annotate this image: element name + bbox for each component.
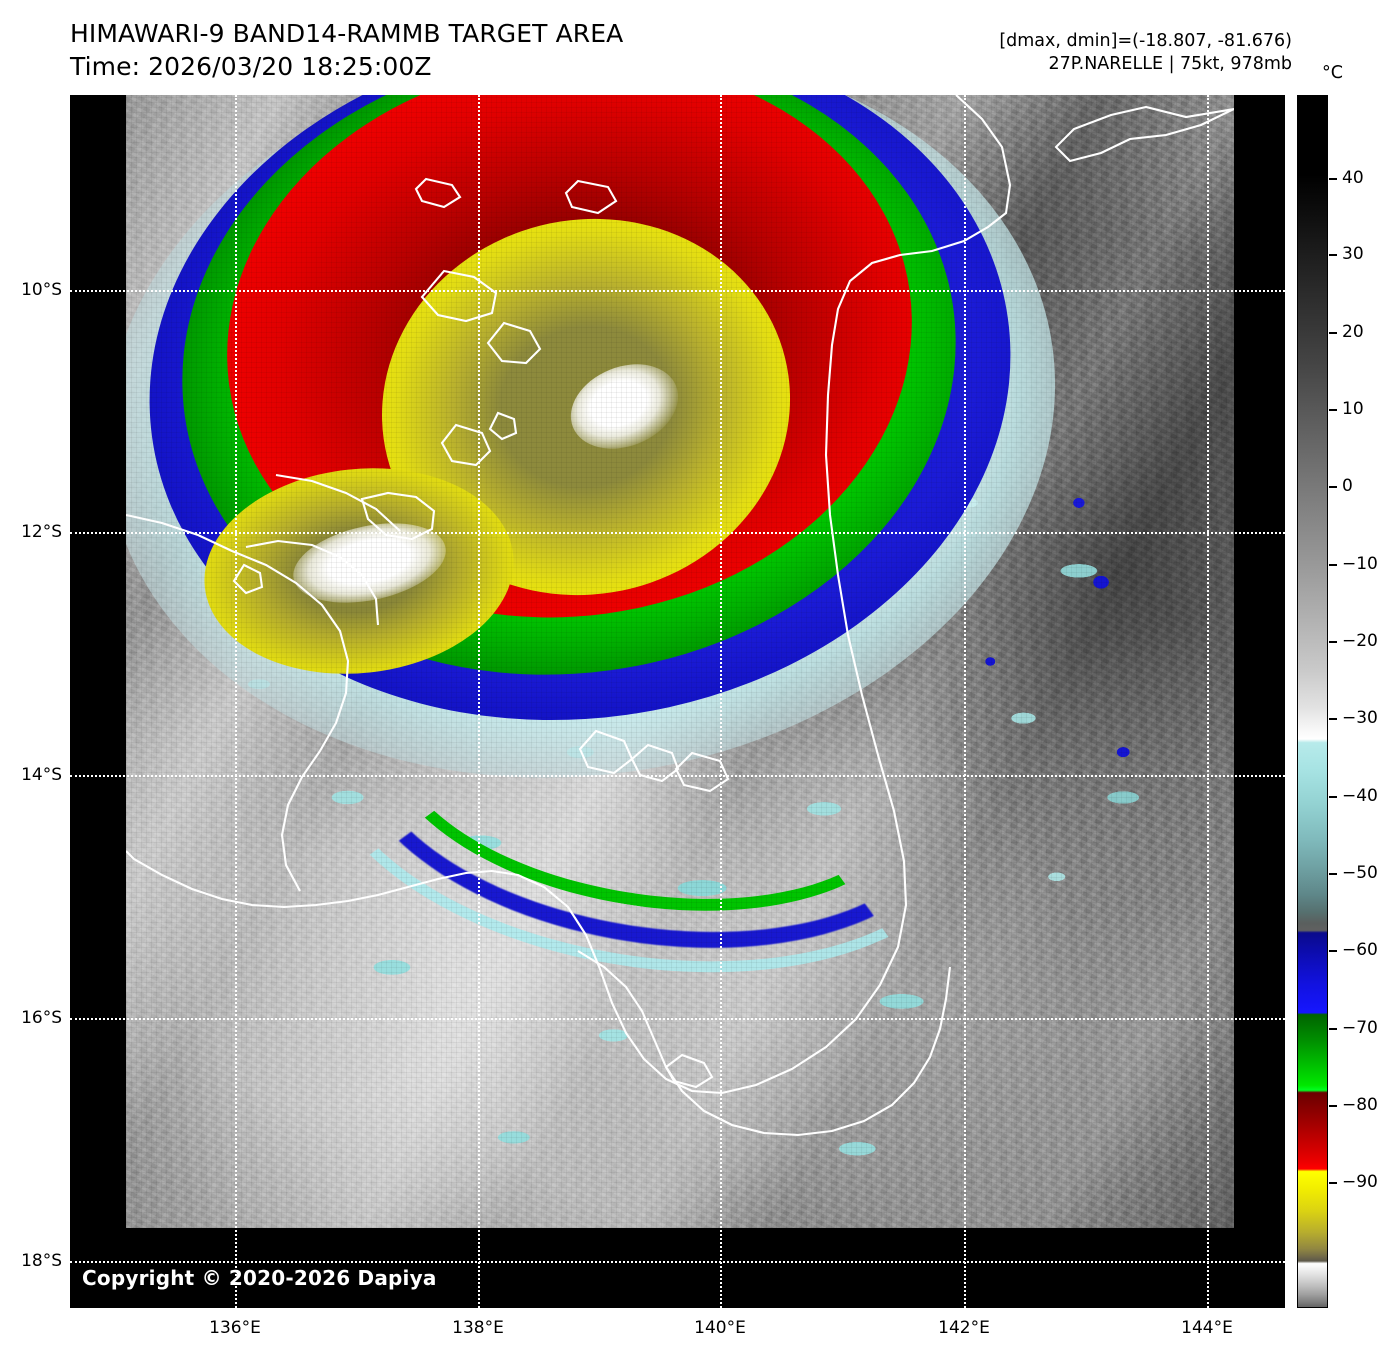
- cb-tick-m20: [1329, 641, 1337, 643]
- cb-tick-m80: [1329, 1105, 1337, 1107]
- y-tick-label-12S: 12°S: [21, 522, 62, 542]
- x-tick-label-142E: 142°E: [938, 1318, 990, 1338]
- satellite-raster: [126, 95, 1234, 1228]
- cb-tick-m50: [1329, 873, 1337, 875]
- cb-tick-m30: [1329, 718, 1337, 720]
- cb-label-m70: −70: [1342, 1018, 1378, 1038]
- cb-label-m80: −80: [1342, 1095, 1378, 1115]
- timestamp-label: Time: 2026/03/20 18:25:00Z: [70, 51, 432, 81]
- coastline-overlay-south: [577, 950, 952, 1137]
- cb-label-m30: −30: [1342, 708, 1378, 728]
- cb-tick-10: [1329, 409, 1337, 411]
- gridline-lat-18S: [70, 1261, 1285, 1263]
- cb-tick-30: [1329, 254, 1337, 256]
- x-tick-label-140E: 140°E: [694, 1318, 746, 1338]
- cb-tick-m70: [1329, 1028, 1337, 1030]
- cb-label-m90: −90: [1342, 1172, 1378, 1192]
- island-small-l: [664, 1053, 714, 1089]
- temperature-colorbar[interactable]: [1297, 95, 1328, 1308]
- x-tick-label-136E: 136°E: [209, 1318, 261, 1338]
- cb-label-m10: −10: [1342, 554, 1378, 574]
- satellite-image-plot[interactable]: Copyright © 2020-2026 Dapiya: [70, 95, 1285, 1308]
- page-title: HIMAWARI-9 BAND14-RAMMB TARGET AREA: [70, 19, 624, 48]
- colorbar-units-label: °C: [1322, 63, 1343, 83]
- y-tick-label-16S: 16°S: [21, 1008, 62, 1028]
- cb-label-30: 30: [1342, 244, 1364, 264]
- cb-label-40: 40: [1342, 168, 1364, 188]
- x-tick-label-144E: 144°E: [1181, 1318, 1233, 1338]
- cb-tick-m90: [1329, 1182, 1337, 1184]
- data-extremes-label: [dmax, dmin]=(-18.807, -81.676): [999, 31, 1292, 51]
- south-landmass: [577, 950, 952, 1137]
- cb-label-m20: −20: [1342, 631, 1378, 651]
- storm-info-label: 27P.NARELLE | 75kt, 978mb: [1048, 54, 1292, 75]
- header-right-block: [dmax, dmin]=(-18.807, -81.676) 27P.NARE…: [999, 30, 1292, 76]
- x-tick-label-138E: 138°E: [452, 1318, 504, 1338]
- cb-tick-m10: [1329, 564, 1337, 566]
- copyright-label: Copyright © 2020-2026 Dapiya: [82, 1266, 437, 1290]
- cb-tick-0: [1329, 486, 1337, 488]
- cb-label-m40: −40: [1342, 786, 1378, 806]
- cb-label-m60: −60: [1342, 940, 1378, 960]
- header-left-block: HIMAWARI-9 BAND14-RAMMB TARGET AREA Time…: [70, 18, 623, 83]
- y-tick-label-18S: 18°S: [21, 1251, 62, 1271]
- cb-label-10: 10: [1342, 399, 1364, 419]
- cb-label-m50: −50: [1342, 863, 1378, 883]
- cb-tick-m60: [1329, 950, 1337, 952]
- y-tick-label-14S: 14°S: [21, 765, 62, 785]
- y-tick-label-10S: 10°S: [21, 280, 62, 300]
- cb-tick-m40: [1329, 796, 1337, 798]
- cb-label-20: 20: [1342, 322, 1364, 342]
- cb-tick-40: [1329, 178, 1337, 180]
- cb-tick-20: [1329, 332, 1337, 334]
- cb-label-0: 0: [1342, 476, 1353, 496]
